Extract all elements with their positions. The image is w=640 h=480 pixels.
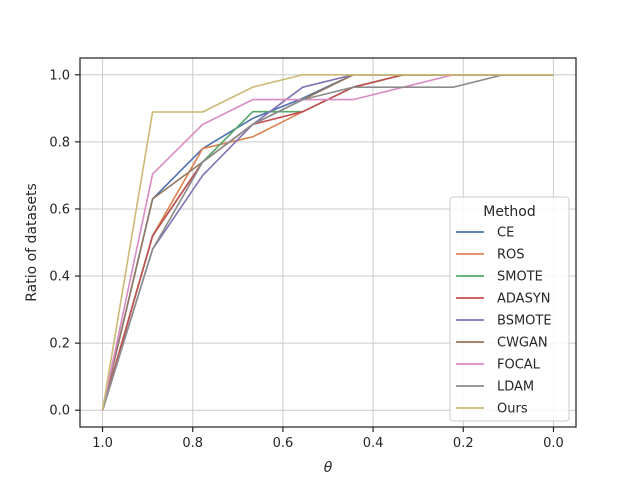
legend-title: Method bbox=[483, 204, 536, 220]
legend-label-smote: SMOTE bbox=[497, 270, 543, 285]
x-tick-label: 0.6 bbox=[273, 436, 294, 451]
plot-frame bbox=[79, 57, 577, 428]
axis-ticks: 1.0 0.8 0.6 0.4 0.2 0.0 0.0 0.2 0.4 0.6 0.8 1.0 bbox=[49, 68, 563, 451]
y-tick-label: 1.0 bbox=[49, 68, 70, 83]
series-line-ldam bbox=[101, 73, 554, 411]
legend-label-bsmote: BSMOTE bbox=[497, 314, 552, 329]
x-axis-label: θ bbox=[324, 460, 333, 476]
legend-label-ce: CE bbox=[497, 226, 514, 241]
legend-box bbox=[449, 196, 570, 422]
x-tick-label: 0.2 bbox=[453, 436, 474, 451]
y-tick-label: 0.4 bbox=[49, 270, 70, 285]
legend: Method CE ROS SMOTE ADASYN BSMOTE CWGAN FOCAL L… bbox=[449, 196, 570, 422]
y-tick-label: 0.8 bbox=[49, 135, 70, 150]
legend-label-focal: FOCAL bbox=[497, 358, 541, 373]
legend-label-ros: ROS bbox=[497, 248, 525, 263]
y-tick-label: 0.2 bbox=[49, 337, 70, 352]
legend-label-ours: Ours bbox=[497, 402, 528, 417]
legend-label-ldam: LDAM bbox=[497, 380, 534, 395]
series-lines bbox=[101, 73, 554, 411]
y-axis-label: Ratio of datasets bbox=[24, 183, 40, 302]
series-line-ours bbox=[101, 73, 554, 411]
x-tick-label: 1.0 bbox=[92, 436, 113, 451]
x-tick-label: 0.8 bbox=[182, 436, 203, 451]
legend-label-adasyn: ADASYN bbox=[497, 292, 551, 307]
y-tick-label: 0.0 bbox=[49, 404, 70, 419]
legend-label-cwgan: CWGAN bbox=[497, 336, 548, 351]
x-tick-label: 0.0 bbox=[543, 436, 564, 451]
y-tick-label: 0.6 bbox=[49, 202, 70, 217]
x-tick-label: 0.4 bbox=[363, 436, 384, 451]
